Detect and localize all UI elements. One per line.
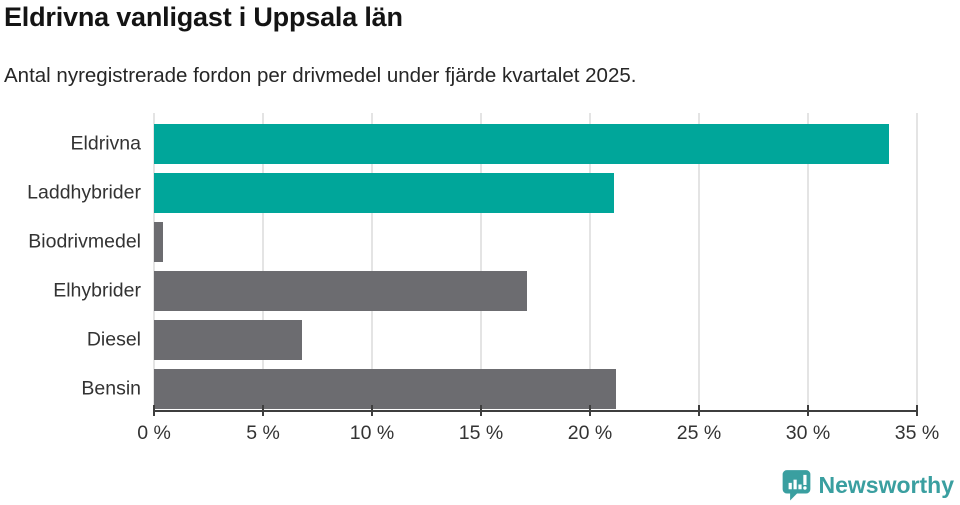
axis-tick — [698, 405, 700, 416]
axis-tick-label: 30 % — [785, 422, 831, 444]
bar-diesel — [154, 320, 303, 360]
brand-footer: Newsworthy — [781, 469, 954, 501]
axis-tick — [916, 405, 918, 416]
category-label: Diesel — [86, 328, 141, 351]
category-labels: Eldrivna Laddhybrider Biodrivmedel Elhybrid… — [0, 113, 141, 411]
bar-biodrivmedel — [154, 222, 163, 262]
gridline — [153, 113, 155, 411]
axis-tick-label: 35 % — [894, 422, 940, 444]
x-axis-line — [154, 410, 918, 412]
axis-tick — [589, 405, 591, 416]
axis-tick — [262, 405, 264, 416]
axis-tick-label: 15 % — [458, 422, 504, 444]
axis-tick-label: 20 % — [567, 422, 613, 444]
axis-tick-label: 0 % — [137, 422, 171, 444]
bar-elhybrider — [154, 271, 527, 311]
category-label: Biodrivmedel — [28, 230, 141, 253]
gridline — [370, 113, 373, 411]
gridline — [916, 113, 918, 411]
bar-eldrivna — [154, 124, 889, 164]
category-label: Eldrivna — [70, 132, 141, 155]
plot-area — [153, 113, 918, 411]
axis-tick — [807, 405, 809, 416]
axis-tick — [480, 405, 482, 416]
gridline — [261, 113, 264, 411]
gridline — [480, 113, 482, 411]
gridline — [588, 113, 591, 411]
x-axis: 0 % 5 % 10 % 15 % 20 % 25 % 30 % 35 % — [137, 405, 939, 453]
chart-subtitle: Antal nyregistrerade fordon per drivmede… — [4, 64, 637, 87]
bar-laddhybrider — [154, 173, 614, 213]
category-label: Laddhybrider — [27, 181, 141, 204]
axis-tick-label: 10 % — [349, 422, 395, 444]
newsworthy-logo-icon — [782, 470, 810, 501]
gridline — [698, 113, 700, 411]
axis-tick — [371, 405, 373, 416]
axis-tick — [153, 405, 155, 416]
category-label: Bensin — [81, 377, 141, 400]
axis-tick-label: 25 % — [676, 422, 722, 444]
axis-tick-label: 5 % — [246, 422, 280, 444]
brand-name: Newsworthy — [818, 471, 954, 498]
chart-title: Eldrivna vanligast i Uppsala län — [4, 2, 403, 32]
gridline — [807, 113, 809, 411]
category-label: Elhybrider — [53, 279, 141, 302]
bar-bensin — [154, 369, 617, 409]
